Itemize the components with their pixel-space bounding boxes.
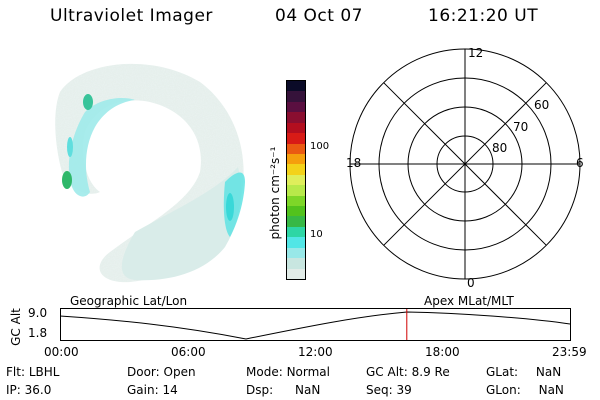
lat-label-80: 80	[492, 141, 508, 155]
flt-label: Flt:	[6, 365, 25, 379]
ephemeris-xtick-0: 00:00	[44, 345, 79, 359]
seq-label: Seq:	[366, 383, 393, 397]
colorbar-segment	[287, 91, 305, 102]
lat-label-60: 60	[534, 98, 550, 112]
ephemeris-right-title: Apex MLat/MLT	[424, 294, 514, 308]
colorbar-segment	[287, 133, 305, 144]
glat-label: GLat:	[486, 365, 519, 379]
colorbar-segment	[287, 81, 305, 92]
meta-mode: Mode: Normal	[246, 364, 330, 380]
colorbar-segment	[287, 122, 305, 134]
colorbar-segment	[287, 206, 305, 217]
seq-value: 39	[396, 383, 412, 397]
glon-label: GLon:	[486, 383, 521, 397]
glat-value: NaN	[535, 365, 562, 379]
aurora-lower-lobe	[121, 167, 242, 281]
polar-line-diag2	[383, 82, 547, 246]
mlt-label-18: 18	[346, 156, 362, 170]
mlt-label-0: 0	[467, 276, 475, 290]
ephemeris-plot	[60, 308, 571, 341]
meta-ip: IP: 36.0	[6, 382, 51, 398]
colorbar-segment	[287, 216, 305, 227]
aurora-oval-band	[68, 97, 135, 197]
meta-gcalt: GC Alt: 8.9 Re	[366, 364, 450, 380]
ephemeris-ytick-high: 9.0	[28, 306, 48, 320]
colorbar-segment	[287, 164, 305, 175]
colorbar-segment	[287, 247, 305, 259]
ephemeris-xtick-3: 18:00	[425, 345, 460, 359]
colorbar-segment	[287, 112, 305, 123]
mode-label: Mode:	[246, 365, 283, 379]
door-label: Door:	[127, 365, 160, 379]
ephemeris-xtick-1: 06:00	[171, 345, 206, 359]
ephemeris-xtick-4: 23:59	[552, 345, 587, 359]
mlt-label-12: 12	[468, 46, 484, 60]
colorbar-segment	[287, 237, 305, 248]
ephemeris-altitude-curve	[60, 311, 571, 340]
dsp-value: NaN	[294, 383, 321, 397]
observation-date: 04 Oct 07	[275, 6, 363, 26]
meta-glat: GLat: NaN	[486, 364, 561, 380]
meta-gain: Gain: 14	[127, 382, 178, 398]
meta-seq: Seq: 39	[366, 382, 412, 398]
glon-value: NaN	[538, 383, 564, 397]
polar-grid	[349, 48, 581, 280]
ephemeris-xtick-2: 12:00	[298, 345, 333, 359]
mode-value: Normal	[286, 365, 330, 379]
gain-value: 14	[162, 383, 178, 397]
dsp-label: Dsp:	[246, 383, 274, 397]
ip-value: 36.0	[24, 383, 52, 397]
colorbar-segment	[287, 226, 305, 238]
colorbar-segment	[287, 185, 305, 196]
aurora-spot-mid	[67, 137, 73, 157]
auroral-image	[55, 63, 245, 283]
ephemeris-axis-label: GC Alt	[9, 308, 23, 346]
observation-time: 16:21:20 UT	[428, 6, 539, 26]
ephemeris-ytick-low: 1.8	[28, 326, 48, 340]
gcalt-value: 8.9 Re	[411, 365, 450, 379]
colorbar-segment	[287, 174, 305, 186]
instrument-title: Ultraviolet Imager	[50, 6, 213, 26]
ip-label: IP:	[6, 383, 21, 397]
colorbar-segment	[287, 268, 305, 280]
colorbar-unit-label: photon cm⁻²s⁻¹	[268, 146, 282, 240]
colorbar-segment	[287, 153, 305, 165]
colorbar-segment	[287, 258, 305, 269]
ephemeris-left-title: Geographic Lat/Lon	[70, 294, 188, 308]
aurora-bright-spot-lower	[62, 171, 72, 189]
meta-dsp: Dsp: NaN	[246, 382, 320, 398]
gcalt-label: GC Alt:	[366, 365, 408, 379]
mlt-label-6: 6	[576, 156, 584, 170]
aurora-right-band	[223, 172, 245, 237]
flt-value: LBHL	[28, 365, 60, 379]
colorbar	[286, 80, 306, 280]
lat-label-70: 70	[513, 120, 529, 134]
meta-door: Door: Open	[127, 364, 196, 380]
gain-label: Gain:	[127, 383, 159, 397]
ephemeris-frame	[60, 308, 571, 341]
colorbar-tick-10: 10	[310, 229, 323, 240]
colorbar-segment	[287, 195, 305, 207]
meta-glon: GLon: NaN	[486, 382, 564, 398]
colorbar-segment	[287, 101, 305, 113]
colorbar-tick-100: 100	[310, 141, 330, 152]
aurora-spot-right	[226, 193, 234, 221]
colorbar-segment	[287, 143, 305, 154]
door-value: Open	[163, 365, 196, 379]
meta-flt: Flt: LBHL	[6, 364, 59, 380]
aurora-bright-spot-upper	[83, 94, 93, 110]
